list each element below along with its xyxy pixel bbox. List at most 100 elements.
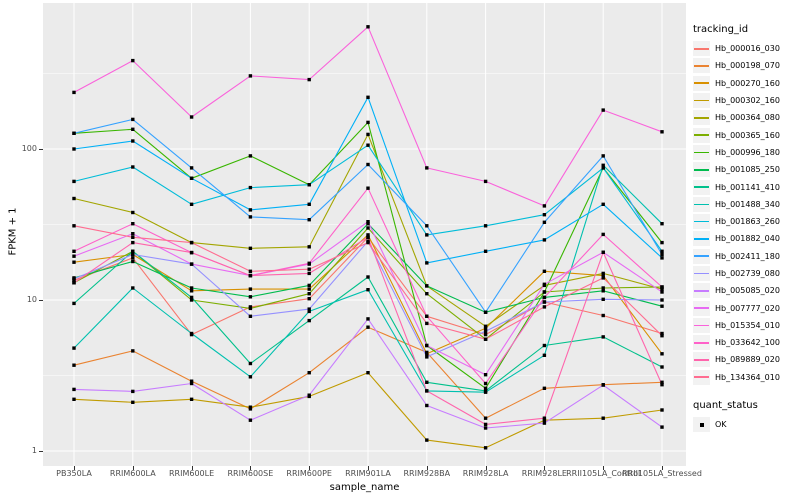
y-tick-label: 10	[26, 295, 37, 304]
x-tick-label: RRIM928BA	[403, 469, 451, 478]
data-point	[425, 292, 429, 296]
legend-entry-Hb_001141_410: Hb_001141_410	[693, 178, 799, 195]
y-axis-title: FPKM + 1	[7, 207, 19, 256]
data-point	[542, 238, 547, 242]
data-point	[660, 222, 664, 226]
line-swatch-icon	[694, 220, 709, 223]
data-point	[542, 343, 547, 348]
data-point	[307, 287, 311, 291]
data-point	[72, 260, 76, 264]
data-point	[660, 334, 664, 338]
x-tick-mark	[544, 466, 546, 470]
data-point	[131, 349, 135, 353]
line-swatch-icon	[694, 117, 709, 119]
data-point	[189, 262, 194, 266]
data-point	[542, 353, 547, 357]
legend-key-swatch	[693, 248, 710, 264]
x-tick-mark	[191, 466, 193, 470]
legend-entry-Hb_000302_160: Hb_000302_160	[693, 92, 799, 109]
legend-entry-label: Hb_001141_410	[715, 182, 780, 192]
data-point	[483, 416, 488, 420]
legend-entry-label: OK	[715, 420, 727, 430]
data-point	[72, 131, 76, 135]
square-point-icon	[699, 422, 704, 427]
legend-entry-Hb_000270_160: Hb_000270_160	[693, 75, 799, 92]
data-point	[660, 256, 664, 260]
data-point	[542, 386, 547, 390]
legend-entry-label: Hb_015354_010	[715, 320, 780, 330]
line-swatch-icon	[694, 341, 709, 344]
data-point	[248, 361, 253, 366]
line-swatch-icon	[694, 47, 709, 50]
data-point	[248, 246, 253, 250]
plot-canvas	[43, 3, 686, 466]
legend-title-quant-status: quant_status	[693, 399, 758, 411]
data-point	[425, 403, 429, 408]
data-point	[248, 418, 253, 422]
legend-entry-label: Hb_033642_100	[715, 338, 780, 348]
data-point	[542, 300, 547, 304]
x-tick-mark	[309, 466, 311, 470]
data-point	[366, 143, 370, 147]
y-tick-mark	[39, 149, 43, 150]
data-point	[366, 275, 370, 279]
legend-entry-label: Hb_002411_180	[715, 251, 780, 261]
line-swatch-icon	[694, 203, 709, 206]
data-point	[307, 271, 311, 276]
data-point	[248, 405, 253, 409]
x-tick-label: RRIM600SE	[227, 469, 274, 478]
data-point	[248, 269, 253, 273]
x-axis-title: sample_name	[329, 482, 400, 493]
x-tick-mark	[603, 466, 605, 470]
data-point	[366, 317, 370, 321]
data-point	[483, 332, 488, 337]
legend-key-swatch	[693, 369, 710, 385]
data-point	[601, 271, 605, 276]
x-tick-label: RRIM600LE	[169, 469, 215, 478]
data-point	[366, 240, 370, 245]
line-swatch-icon	[694, 307, 709, 309]
data-point	[483, 446, 488, 450]
x-tick-mark	[485, 466, 487, 470]
data-point	[72, 281, 76, 285]
x-tick-mark	[662, 466, 663, 470]
data-point	[483, 179, 488, 184]
data-point	[660, 298, 664, 302]
legend-key-swatch	[693, 266, 710, 281]
y-tick-mark	[39, 451, 43, 452]
data-point	[660, 383, 664, 387]
data-point	[483, 337, 488, 341]
data-point	[189, 166, 194, 170]
data-point	[307, 283, 311, 288]
x-tick-label: RRIM600PE	[286, 469, 332, 478]
data-point	[307, 267, 311, 271]
legend-items: Hb_000016_030 Hb_000198_070 Hb_000270_160 H…	[693, 40, 799, 386]
data-point	[248, 287, 253, 291]
data-point	[307, 218, 311, 222]
line-swatch-icon	[694, 238, 709, 240]
data-point	[483, 390, 488, 394]
legend-entry-label: Hb_001488_340	[715, 199, 780, 209]
x-tick-mark	[368, 466, 369, 470]
legend-entry-label: Hb_000365_160	[715, 130, 780, 140]
quant-ok-key	[693, 417, 710, 433]
data-point	[131, 58, 135, 63]
legend-key-swatch	[693, 283, 710, 299]
data-point	[72, 147, 76, 151]
data-point	[72, 224, 76, 228]
data-point	[542, 204, 547, 208]
data-point	[189, 286, 194, 290]
data-point	[307, 393, 311, 397]
data-point	[601, 166, 605, 170]
data-point	[601, 202, 605, 206]
data-point	[660, 425, 664, 429]
legend-entry-Hb_001882_040: Hb_001882_040	[693, 230, 799, 247]
plot-panel	[43, 3, 686, 466]
data-point	[366, 220, 370, 224]
legend: tracking_id Hb_000016_030 Hb_000198_070 Hb…	[693, 24, 799, 433]
data-point	[131, 222, 135, 226]
data-point	[72, 346, 76, 350]
x-tick-label: RRII105LA_Control	[566, 469, 641, 478]
data-point	[601, 163, 605, 167]
data-point	[72, 387, 76, 392]
